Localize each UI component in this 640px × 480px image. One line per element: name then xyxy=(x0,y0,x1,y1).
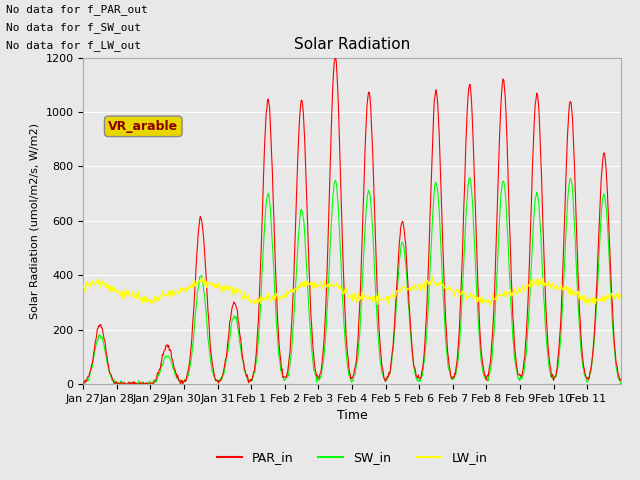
Legend: PAR_in, SW_in, LW_in: PAR_in, SW_in, LW_in xyxy=(212,446,492,469)
Text: No data for f_SW_out: No data for f_SW_out xyxy=(6,22,141,33)
X-axis label: Time: Time xyxy=(337,409,367,422)
Text: No data for f_LW_out: No data for f_LW_out xyxy=(6,40,141,51)
Text: No data for f_PAR_out: No data for f_PAR_out xyxy=(6,4,148,15)
Text: VR_arable: VR_arable xyxy=(108,120,179,133)
Y-axis label: Solar Radiation (umol/m2/s, W/m2): Solar Radiation (umol/m2/s, W/m2) xyxy=(30,123,40,319)
Title: Solar Radiation: Solar Radiation xyxy=(294,37,410,52)
